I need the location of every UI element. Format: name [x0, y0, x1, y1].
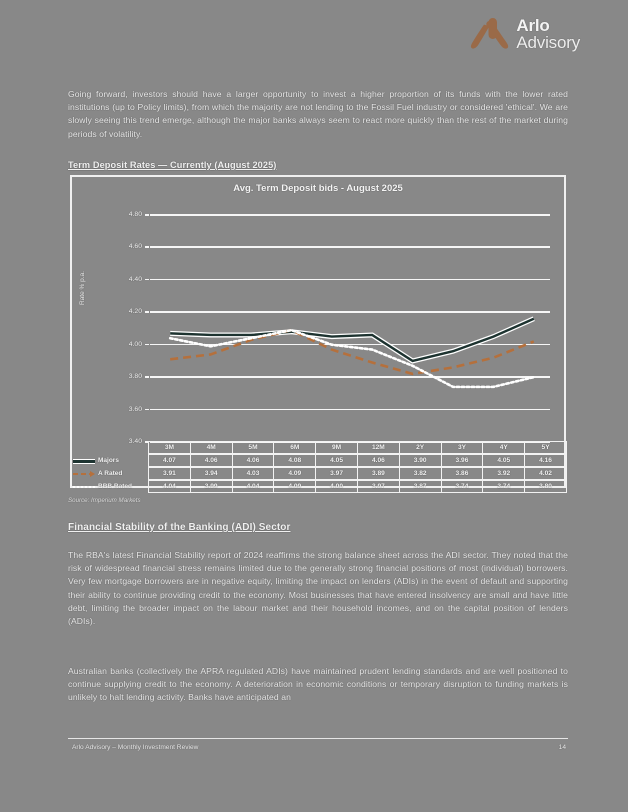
table-cell: 4.03	[231, 467, 275, 480]
table-column-header: 2Y	[398, 441, 442, 454]
table-cell: 4.09	[273, 480, 317, 493]
chart-y-tick-mark	[145, 343, 149, 346]
brand-name-line1: Arlo	[516, 16, 550, 35]
table-column-header: 3M	[148, 441, 191, 454]
chart-gridline	[150, 343, 550, 346]
legend-label: BBB Rated	[98, 483, 132, 490]
footer-page-number: 14	[558, 744, 566, 751]
table-cell: 4.04	[148, 480, 191, 493]
table-column-header: 5M	[231, 441, 275, 454]
table-header-row: 3M 4M 5M 6M 9M 12M 2Y 3Y 4Y 5Y	[70, 441, 567, 454]
table-row-legend: A Rated	[70, 467, 148, 480]
paragraph-financial-stability-2: Australian banks (collectively the APRA …	[68, 666, 568, 703]
chart-line-bbb-rated	[168, 328, 536, 389]
table-cell: 4.07	[148, 454, 191, 467]
table-cell: 3.97	[356, 480, 400, 493]
chart-y-tick-mark	[145, 376, 149, 378]
table-cell: 4.06	[356, 454, 400, 467]
table-cell: 4.16	[524, 454, 567, 467]
chart-y-tick-label: 4.00	[128, 340, 142, 348]
table-cell: 4.02	[524, 467, 567, 480]
table-column-header: 3Y	[440, 441, 484, 454]
chart-y-tick-label: 3.60	[128, 405, 142, 413]
table-column-header: 9M	[315, 441, 358, 454]
chart-gridline	[150, 376, 550, 378]
brand-name-line2: Advisory	[516, 33, 580, 52]
arlo-a-mark-icon	[469, 14, 509, 54]
chart-y-tick-mark	[145, 441, 149, 443]
table-column-header: 4M	[189, 441, 233, 454]
chart-line-halo	[170, 316, 535, 364]
table-cell: 4.08	[273, 454, 317, 467]
legend-label: A Rated	[98, 470, 123, 477]
chart-y-tick-mark	[145, 246, 149, 249]
chart-y-tick-mark	[145, 214, 149, 216]
chart-y-tick-mark	[145, 408, 149, 411]
table-cell: 3.82	[398, 467, 442, 480]
paragraph-intro: Going forward, investors should have a l…	[68, 89, 568, 139]
paragraph-financial-stability-1: The RBA's latest Financial Stability rep…	[68, 550, 568, 627]
chart-series-lines	[168, 316, 536, 389]
table-row: Majors 4.07 4.06 4.06 4.08 4.05 4.06 3.90 3.96 4.…	[70, 454, 567, 467]
chart-line-a-rated	[170, 328, 535, 376]
table-cell: 4.06	[231, 454, 275, 467]
chart-line-majors	[170, 317, 535, 363]
chart-caption: Term Deposit Rates — Currently (August 2…	[68, 160, 277, 170]
chart-data-table: 3M 4M 5M 6M 9M 12M 2Y 3Y 4Y 5Y Majors 4.07 4.06 4.06…	[70, 441, 567, 493]
table-cell: 3.94	[189, 467, 233, 480]
table-row-legend: Majors	[70, 454, 148, 467]
chart-y-tick-mark	[145, 311, 149, 313]
table-cell: 3.90	[398, 454, 442, 467]
table-cell: 3.92	[482, 467, 526, 480]
chart-gridline	[150, 311, 550, 313]
table-row-legend: BBB Rated	[70, 480, 148, 493]
footer-document-title: Arlo Advisory – Monthly Investment Revie…	[72, 744, 199, 751]
table-cell: 3.74	[482, 480, 526, 493]
table-column-header: 5Y	[524, 441, 567, 454]
table-cell: 3.86	[440, 467, 484, 480]
table-column-header: 4Y	[482, 441, 526, 454]
table-row: BBB Rated 4.04 3.99 4.04 4.09 4.00 3.97 3.87 3.7…	[70, 480, 567, 493]
section-heading-financial-stability: Financial Stability of the Banking (ADI)…	[68, 522, 291, 533]
legend-label: Majors	[98, 457, 119, 464]
brand-header: Arlo Advisory	[469, 14, 580, 54]
legend-swatch-icon	[73, 469, 95, 478]
table-cell: 3.74	[440, 480, 484, 493]
table-cell: 4.00	[315, 480, 358, 493]
chart-y-tick-label: 3.40	[128, 438, 142, 445]
footer-divider	[68, 738, 568, 739]
table-cell: 3.87	[398, 480, 442, 493]
table-cell: 3.97	[315, 467, 358, 480]
table-column-header: 6M	[273, 441, 317, 454]
chart-y-tick-label: 4.80	[128, 211, 142, 218]
brand-wordmark: Arlo Advisory	[516, 17, 580, 51]
legend-swatch-icon	[73, 482, 95, 491]
chart-gridline	[150, 214, 550, 216]
legend-swatch-icon	[73, 456, 95, 465]
table-cell: 4.04	[231, 480, 275, 493]
chart-title: Avg. Term Deposit bids - August 2025	[233, 183, 403, 194]
table-cell: 3.89	[356, 467, 400, 480]
table-cell: 3.80	[524, 480, 567, 493]
chart-source-note: Source: Imperium Markets	[68, 497, 141, 504]
chart-y-tick-label: 3.80	[128, 373, 142, 381]
table-cell: 4.05	[482, 454, 526, 467]
chart-gridline	[150, 278, 550, 281]
chart-gridline	[150, 246, 550, 249]
table-cell: 4.05	[315, 454, 358, 467]
table-cell: 3.91	[148, 467, 191, 480]
chart-gridline	[150, 408, 550, 411]
table-cell: 4.09	[273, 467, 317, 480]
table-cell: 3.96	[440, 454, 484, 467]
chart-y-tick-label: 4.60	[128, 243, 142, 251]
chart-y-tick-label: 4.20	[128, 308, 142, 316]
chart-plot-area: Rate % p.a. 4.80 4.60 4.40 4.20 4.00 3.80 3.60…	[72, 177, 564, 486]
table-cell: 3.99	[189, 480, 233, 493]
table-column-header: 12M	[356, 441, 400, 454]
table-row: A Rated 3.91 3.94 4.03 4.09 3.97 3.89 3.82 3.86 3…	[70, 467, 567, 480]
table-cell: 4.06	[189, 454, 233, 467]
chart-y-tick-mark	[145, 278, 149, 281]
chart-y-tick-label: 4.40	[128, 275, 142, 283]
